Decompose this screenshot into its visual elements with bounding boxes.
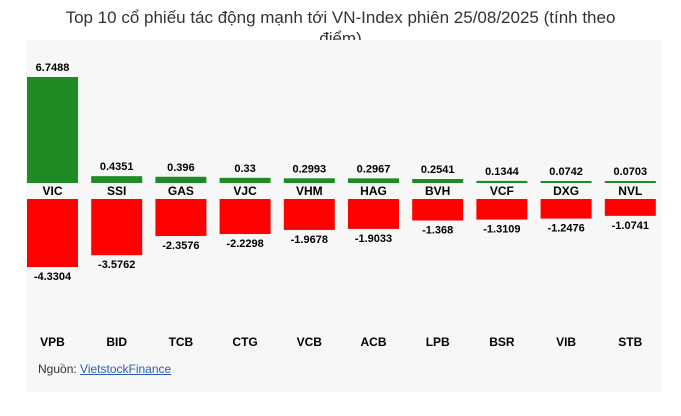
bar-vcb <box>283 199 335 230</box>
bar-ctg <box>219 199 271 235</box>
bar-acb <box>348 199 399 229</box>
bar-bvh <box>412 179 464 183</box>
category-label-vhm: VHM <box>296 184 323 198</box>
category-label-acb: ACB <box>361 335 387 349</box>
category-label-gas: GAS <box>168 184 194 198</box>
bar-hag <box>348 178 399 183</box>
data-label-stb: -1.0741 <box>612 220 649 232</box>
bar-vhm <box>283 178 335 183</box>
data-label-bvh: 0.2541 <box>421 164 455 176</box>
category-label-vcb: VCB <box>297 335 323 349</box>
data-label-nvl: 0.0703 <box>613 166 647 178</box>
category-label-vjc: VJC <box>233 184 257 198</box>
category-label-stb: STB <box>618 335 642 349</box>
category-label-hag: HAG <box>360 184 387 198</box>
chart-title-line-1: Top 10 cổ phiếu tác động mạnh tới VN-Ind… <box>65 8 616 27</box>
data-label-tcb: -2.3576 <box>162 240 199 252</box>
bar-vic <box>27 77 78 183</box>
data-label-bid: -3.5762 <box>98 259 135 271</box>
bar-vib <box>540 199 592 219</box>
category-label-bvh: BVH <box>425 184 450 198</box>
category-label-tcb: TCB <box>169 335 194 349</box>
bar-vpb <box>27 199 78 268</box>
bar-lpb <box>412 199 464 221</box>
category-label-ssi: SSI <box>107 184 126 198</box>
category-label-vic: VIC <box>42 184 62 198</box>
bar-bsr <box>476 199 528 220</box>
category-label-nvl: NVL <box>618 184 642 198</box>
source-prefix: Nguồn: <box>38 362 81 376</box>
category-label-bid: BID <box>106 335 127 349</box>
bar-vcf <box>476 180 528 183</box>
data-label-vpb: -4.3304 <box>34 271 72 283</box>
data-label-acb: -1.9033 <box>355 233 392 245</box>
bar-gas <box>155 176 207 183</box>
bar-bid <box>91 199 143 256</box>
source-link[interactable]: VietstockFinance <box>80 362 172 376</box>
data-label-ctg: -2.2298 <box>226 238 263 250</box>
bar-tcb <box>155 199 207 237</box>
data-label-gas: 0.396 <box>167 162 195 174</box>
bar-ssi <box>91 176 143 183</box>
category-label-bsr: BSR <box>489 335 515 349</box>
bar-vjc <box>219 177 271 183</box>
data-label-lpb: -1.368 <box>422 224 453 236</box>
category-label-vcf: VCF <box>490 184 514 198</box>
data-label-hag: 0.2967 <box>357 163 391 175</box>
data-label-bsr: -1.3109 <box>483 224 520 236</box>
bar-nvl <box>604 181 656 183</box>
category-label-vpb: VPB <box>40 335 65 349</box>
data-label-vcb: -1.9678 <box>291 234 328 246</box>
data-label-vib: -1.2476 <box>547 223 584 235</box>
data-label-vic: 6.7488 <box>36 62 70 74</box>
data-label-vcf: 0.1344 <box>485 166 520 178</box>
data-label-vjc: 0.33 <box>234 163 255 175</box>
bar-dxg <box>540 181 592 183</box>
data-label-ssi: 0.4351 <box>100 161 134 173</box>
bar-stb <box>604 199 656 216</box>
category-label-dxg: DXG <box>553 184 579 198</box>
data-label-dxg: 0.0742 <box>549 166 583 178</box>
data-label-vhm: 0.2993 <box>292 163 326 175</box>
source-note: Nguồn: VietstockFinance <box>38 362 171 376</box>
category-label-vib: VIB <box>556 335 576 349</box>
category-label-lpb: LPB <box>426 335 450 349</box>
category-label-ctg: CTG <box>232 335 257 349</box>
